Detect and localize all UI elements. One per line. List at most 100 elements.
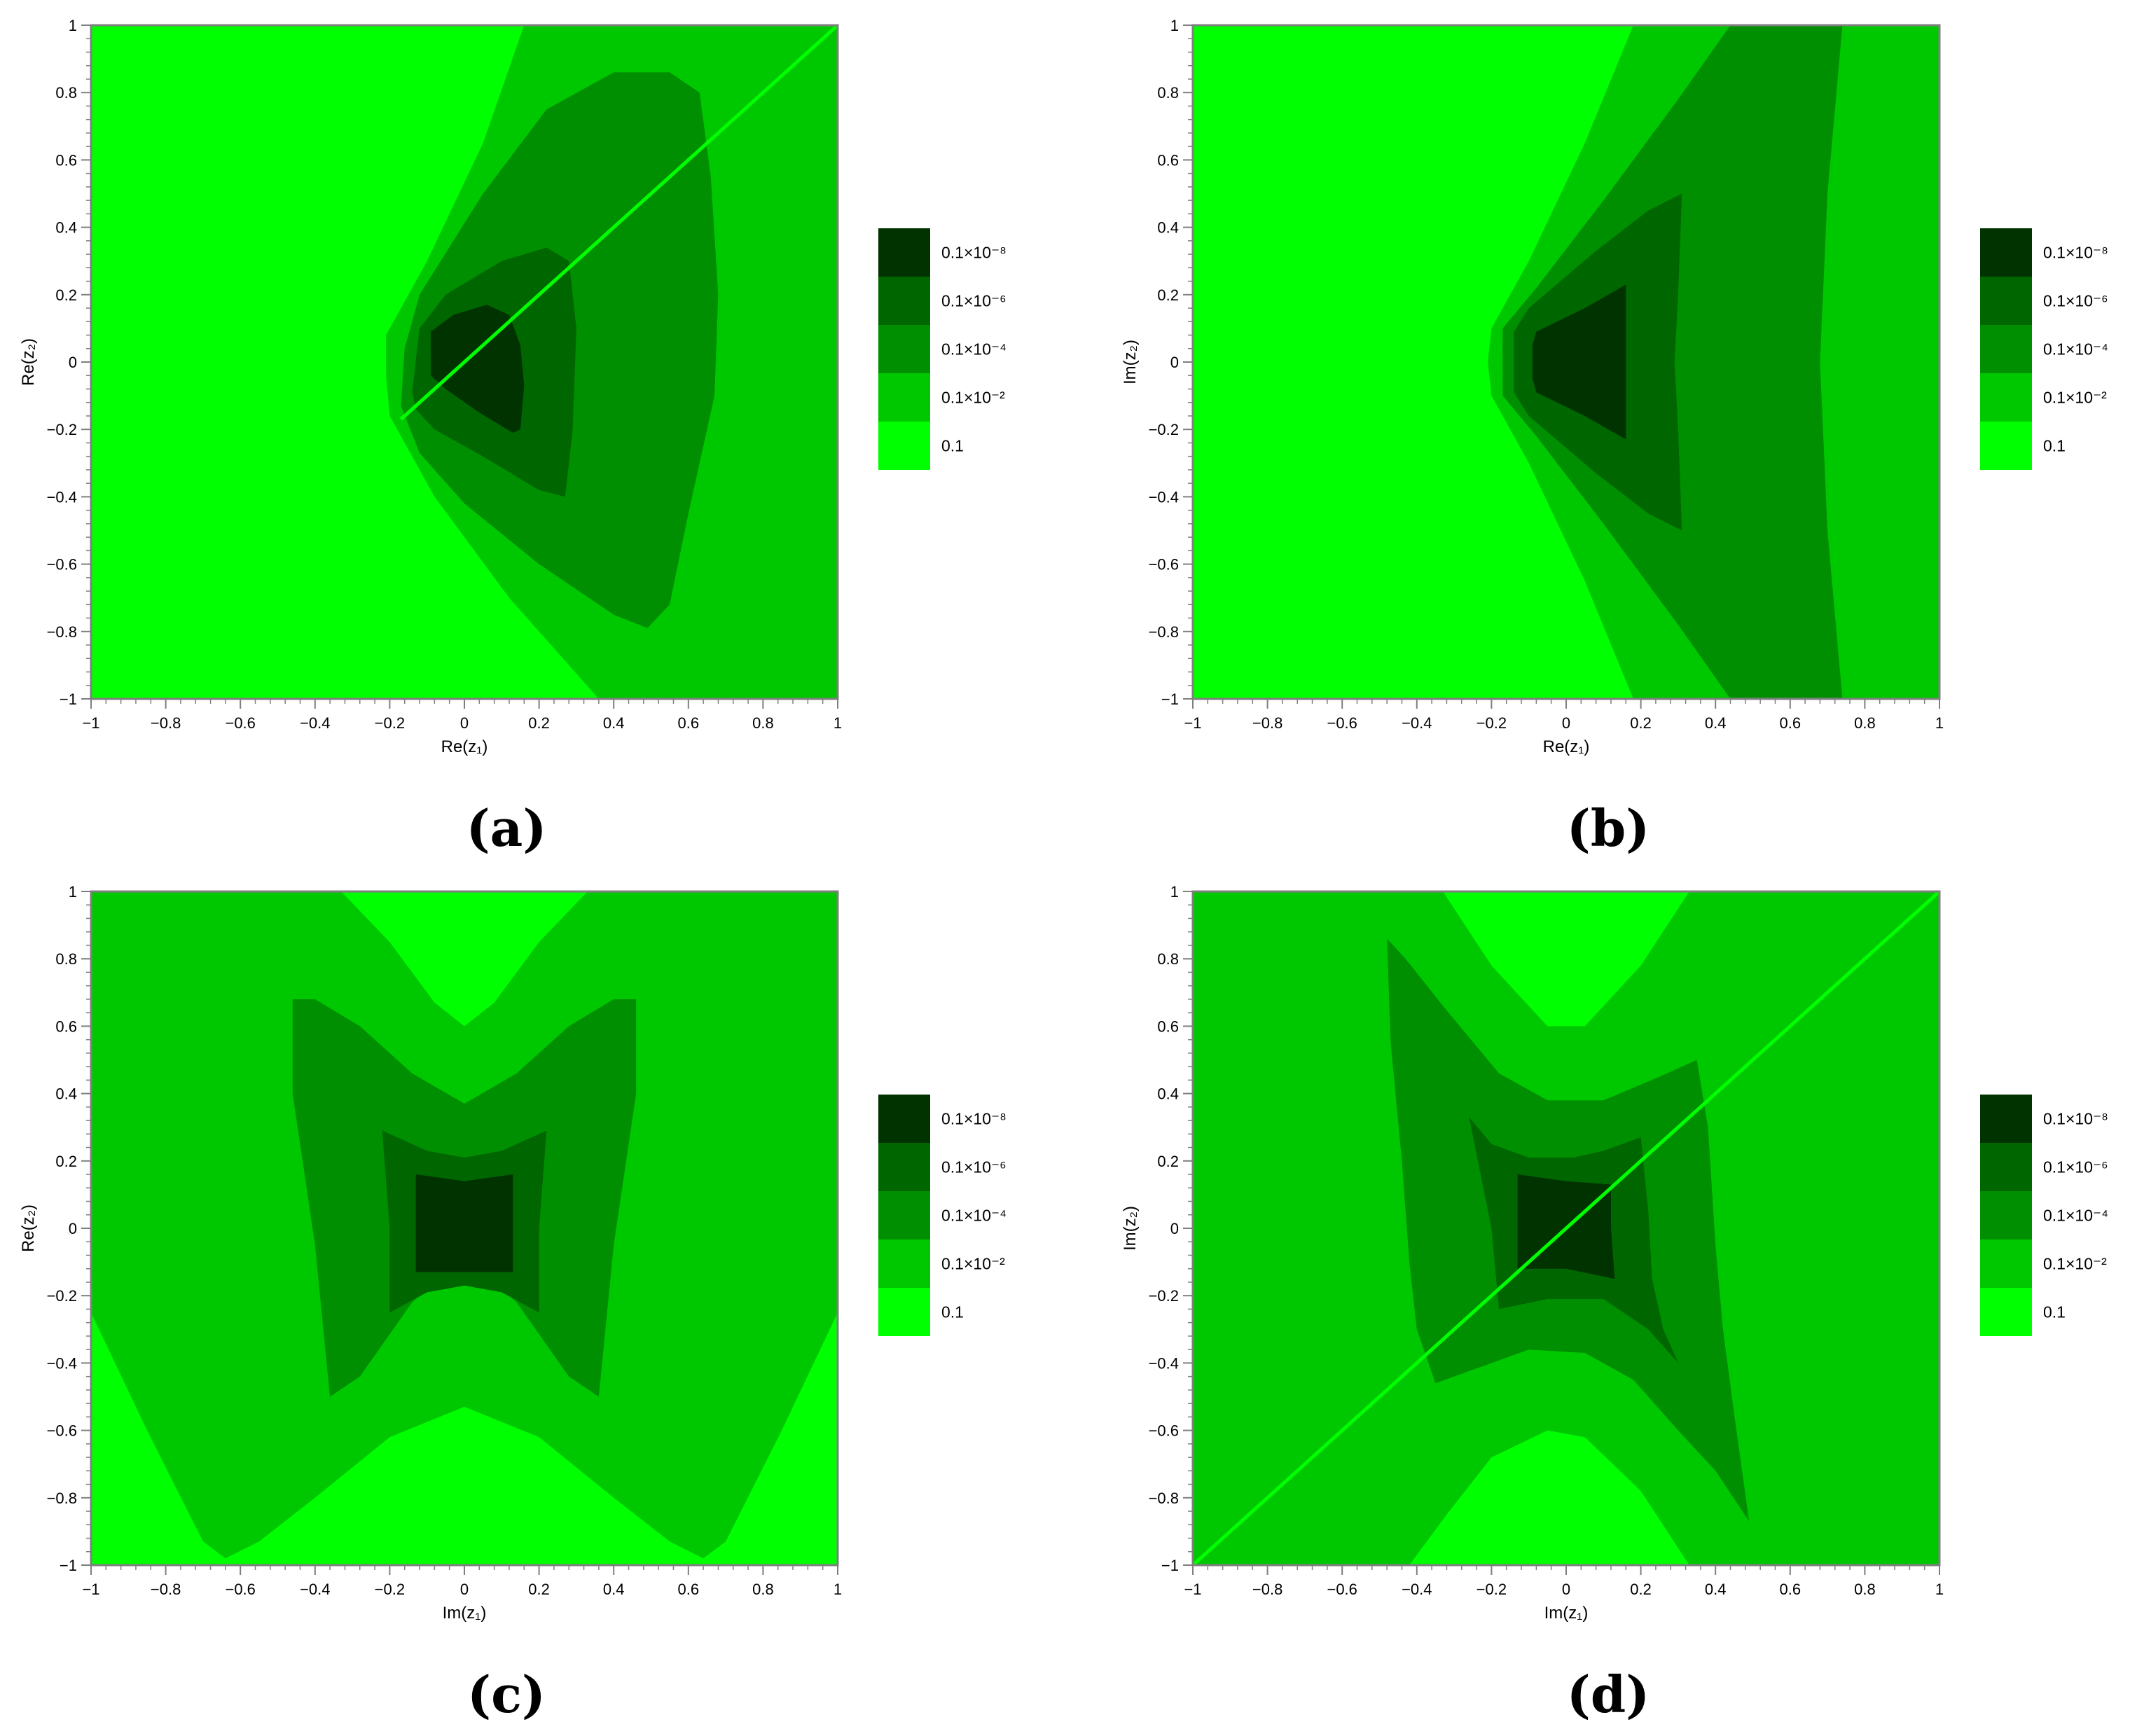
- y-tick-label: −0.8: [47, 623, 77, 641]
- y-tick-label: −0.6: [1149, 556, 1179, 574]
- x-tick-label: 0.6: [678, 1581, 700, 1598]
- y-tick-label: −0.2: [1149, 421, 1179, 438]
- y-tick-label: 0.4: [55, 219, 77, 237]
- x-tick-label: 0.2: [528, 714, 550, 732]
- x-tick-label: 0.4: [603, 714, 625, 732]
- legend-swatch: [878, 373, 930, 422]
- x-tick-label: −0.2: [1477, 714, 1507, 732]
- x-tick-label: −0.4: [300, 714, 330, 732]
- x-tick-label: −1: [82, 714, 99, 732]
- legend-swatch: [878, 1143, 930, 1191]
- ticks: −1 −0.8 −0.6 −0.4 −0.2 0 0.2 0.4 0.6 0.8 1 −1 −0.8 −0…: [1149, 883, 1944, 1598]
- y-tick-label: 1: [69, 17, 77, 34]
- panel-label: (c): [467, 1665, 546, 1724]
- legend: 0.1×10⁻⁸ 0.1×10⁻⁶ 0.1×10⁻⁴ 0.1×10⁻² 0.1: [1980, 1095, 2108, 1336]
- contour-region-level-0: [1533, 284, 1626, 440]
- panel-label: (a): [466, 798, 547, 858]
- legend-swatch: [1980, 373, 2032, 422]
- legend-label: 0.1: [941, 1303, 964, 1321]
- x-axis-label: Re(z₁): [441, 737, 488, 756]
- y-tick-label: 0: [69, 1220, 77, 1237]
- contour-region-level-4: [1409, 1430, 1689, 1565]
- y-tick-label: −0.2: [47, 421, 77, 438]
- legend-label: 0.1×10⁻⁶: [2043, 292, 2108, 310]
- legend-label: 0.1×10⁻²: [941, 1255, 1005, 1273]
- x-tick-label: 0.6: [1780, 1581, 1801, 1598]
- legend-label: 0.1×10⁻⁶: [941, 1158, 1007, 1176]
- y-tick-label: 0.4: [1157, 219, 1179, 237]
- x-tick-label: −1: [82, 1581, 99, 1598]
- y-tick-label: −0.2: [1149, 1287, 1179, 1305]
- panel-label: (b): [1567, 798, 1650, 858]
- legend-label: 0.1×10⁻⁸: [941, 1110, 1007, 1128]
- legend-swatch: [1980, 1095, 2032, 1143]
- ticks: −1 −0.8 −0.6 −0.4 −0.2 0 0.2 0.4 0.6 0.8 1 −1 −0.8 −0…: [47, 17, 843, 732]
- x-tick-label: 1: [1935, 1581, 1944, 1598]
- x-tick-label: 0: [460, 714, 469, 732]
- y-tick-label: 1: [1170, 17, 1179, 34]
- x-tick-label: 0.4: [1705, 1581, 1727, 1598]
- y-tick-label: −0.8: [1149, 623, 1179, 641]
- legend-label: 0.1×10⁻⁴: [2043, 1207, 2108, 1225]
- x-tick-label: −0.8: [1252, 714, 1282, 732]
- x-tick-label: −0.4: [1402, 714, 1432, 732]
- legend-swatch: [1980, 277, 2032, 325]
- legend-swatch: [878, 325, 930, 373]
- legend-label: 0.1×10⁻²: [2043, 389, 2107, 407]
- diagonal-line: [1193, 891, 1939, 1565]
- y-tick-label: −0.6: [47, 1422, 77, 1440]
- y-tick-label: 0.8: [1157, 84, 1179, 102]
- y-tick-label: 0.2: [1157, 286, 1179, 304]
- legend-label: 0.1×10⁻²: [2043, 1255, 2107, 1273]
- legend-label: 0.1: [941, 437, 964, 455]
- x-tick-label: 0: [1562, 714, 1570, 732]
- plot-area: [1193, 891, 1939, 1565]
- x-axis-label: Im(z₁): [443, 1604, 487, 1623]
- x-tick-label: 0.8: [1854, 714, 1876, 732]
- legend: 0.1×10⁻⁸ 0.1×10⁻⁶ 0.1×10⁻⁴ 0.1×10⁻² 0.1: [878, 228, 1007, 470]
- ticks: −1 −0.8 −0.6 −0.4 −0.2 0 0.2 0.4 0.6 0.8 1 −1 −0.8 −0…: [47, 883, 843, 1598]
- legend-swatch: [878, 1095, 930, 1143]
- legend-swatch: [1980, 1143, 2032, 1191]
- y-tick-label: 0.2: [55, 286, 77, 304]
- x-tick-label: −1: [1184, 1581, 1201, 1598]
- x-tick-label: −0.6: [225, 714, 255, 732]
- legend-swatch: [878, 277, 930, 325]
- x-tick-label: −0.4: [1402, 1581, 1432, 1598]
- y-tick-label: −1: [1161, 690, 1179, 708]
- x-tick-label: 0.4: [1705, 714, 1727, 732]
- x-tick-label: −0.2: [375, 714, 405, 732]
- y-tick-label: −1: [60, 1557, 77, 1574]
- y-tick-label: −1: [60, 690, 77, 708]
- y-tick-label: −0.8: [47, 1490, 77, 1507]
- y-tick-label: 0.2: [55, 1153, 77, 1170]
- x-tick-label: 0.8: [1854, 1581, 1876, 1598]
- x-tick-label: −0.6: [1327, 1581, 1357, 1598]
- legend-swatch: [878, 1288, 930, 1336]
- x-tick-label: 0.2: [528, 1581, 550, 1598]
- legend-label: 0.1×10⁻⁶: [2043, 1158, 2108, 1176]
- y-tick-label: 0.8: [55, 84, 77, 102]
- y-tick-label: −1: [1161, 1557, 1179, 1574]
- legend-label: 0.1×10⁻⁴: [2043, 340, 2108, 359]
- contour-region-level-0: [431, 305, 525, 433]
- x-tick-label: 0: [1562, 1581, 1570, 1598]
- y-tick-label: 0.6: [55, 151, 77, 169]
- x-tick-label: −0.8: [1252, 1581, 1282, 1598]
- x-tick-label: 0: [460, 1581, 469, 1598]
- panel-d: −1 −0.8 −0.6 −0.4 −0.2 0 0.2 0.4 0.6 0.8 1 −1 −0.8 −0…: [1121, 883, 2108, 1724]
- y-tick-label: 0: [1170, 1220, 1179, 1237]
- y-tick-label: 1: [69, 883, 77, 901]
- legend-swatch: [878, 422, 930, 470]
- y-axis-label: Re(z₂): [19, 1204, 38, 1252]
- y-tick-label: −0.4: [1149, 488, 1179, 506]
- legend-label: 0.1×10⁻⁸: [2043, 1110, 2108, 1128]
- x-tick-label: −0.8: [151, 714, 181, 732]
- contour-region-level-0: [415, 1174, 513, 1272]
- legend-swatch: [1980, 422, 2032, 470]
- x-tick-label: 0.4: [603, 1581, 625, 1598]
- panel-a: −1 −0.8 −0.6 −0.4 −0.2 0 0.2 0.4 0.6 0.8 1 −1 −0.8 −0…: [19, 17, 1007, 858]
- legend-label: 0.1×10⁻⁸: [941, 244, 1007, 262]
- y-tick-label: −0.2: [47, 1287, 77, 1305]
